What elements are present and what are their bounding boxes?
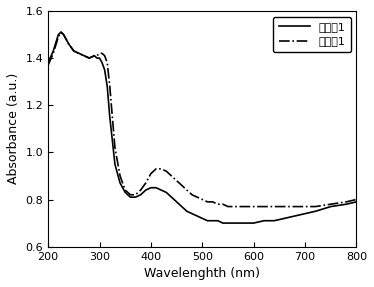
Legend: 比较例1, 实施例1: 比较例1, 实施例1 — [273, 16, 351, 52]
Y-axis label: Absorbance (a.u.): Absorbance (a.u.) — [7, 73, 20, 185]
X-axis label: Wavelenghth (nm): Wavelenghth (nm) — [144, 267, 260, 280]
